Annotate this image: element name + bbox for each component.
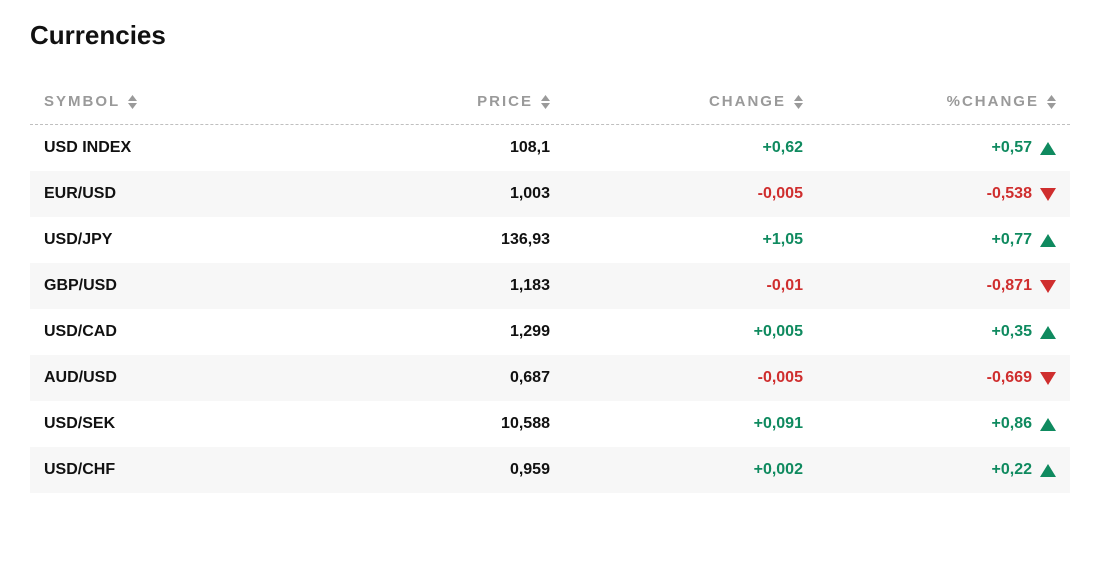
cell-price: 1,003: [327, 185, 550, 203]
arrow-up-icon: [1040, 234, 1056, 247]
page-title: Currencies: [30, 20, 1070, 51]
cell-symbol: AUD/USD: [44, 369, 327, 387]
arrow-down-icon: [1040, 372, 1056, 385]
cell-change: -0,01: [550, 277, 803, 295]
arrow-up-icon: [1040, 418, 1056, 431]
cell-price: 1,183: [327, 277, 550, 295]
cell-pchange: +0,77: [803, 231, 1056, 249]
sort-icon: [541, 95, 550, 109]
pchange-value: -0,669: [987, 369, 1032, 387]
cell-pchange: -0,669: [803, 369, 1056, 387]
cell-price: 136,93: [327, 231, 550, 249]
cell-change: +1,05: [550, 231, 803, 249]
table-row[interactable]: USD/SEK10,588+0,091 +0,86: [30, 401, 1070, 447]
cell-symbol: USD/CAD: [44, 323, 327, 341]
table-body: USD INDEX108,1+0,62+0,57EUR/USD1,003-0,0…: [30, 125, 1070, 493]
arrow-up-icon: [1040, 142, 1056, 155]
cell-price: 1,299: [327, 323, 550, 341]
cell-change: -0,005: [550, 369, 803, 387]
cell-pchange: +0,22: [803, 461, 1056, 479]
table-row[interactable]: EUR/USD1,003-0,005 -0,538: [30, 171, 1070, 217]
table-row[interactable]: AUD/USD0,687-0,005 -0,669: [30, 355, 1070, 401]
sort-icon: [794, 95, 803, 109]
cell-pchange: +0,35: [803, 323, 1056, 341]
column-header-pchange[interactable]: %CHANGE: [803, 93, 1056, 110]
cell-symbol: GBP/USD: [44, 277, 327, 295]
column-header-change[interactable]: CHANGE: [550, 93, 803, 110]
table-row[interactable]: USD/CHF0,959+0,002 +0,22: [30, 447, 1070, 493]
arrow-up-icon: [1040, 326, 1056, 339]
arrow-up-icon: [1040, 464, 1056, 477]
currencies-table: SYMBOL PRICE CHANGE %CHANGE: [30, 83, 1070, 493]
cell-price: 10,588: [327, 415, 550, 433]
column-header-price[interactable]: PRICE: [327, 93, 550, 110]
table-row[interactable]: GBP/USD1,183-0,01 -0,871: [30, 263, 1070, 309]
pchange-value: +0,77: [992, 231, 1032, 249]
column-header-label: SYMBOL: [44, 93, 120, 110]
cell-pchange: -0,871: [803, 277, 1056, 295]
cell-price: 0,959: [327, 461, 550, 479]
table-row[interactable]: USD INDEX108,1+0,62 +0,57: [30, 125, 1070, 171]
arrow-down-icon: [1040, 280, 1056, 293]
column-header-symbol[interactable]: SYMBOL: [44, 93, 327, 110]
pchange-value: +0,22: [992, 461, 1032, 479]
table-row[interactable]: USD/CAD1,299+0,005 +0,35: [30, 309, 1070, 355]
cell-symbol: EUR/USD: [44, 185, 327, 203]
cell-pchange: +0,86: [803, 415, 1056, 433]
pchange-value: +0,57: [992, 139, 1032, 157]
pchange-value: -0,538: [987, 185, 1032, 203]
sort-icon: [128, 95, 137, 109]
cell-change: -0,005: [550, 185, 803, 203]
pchange-value: +0,86: [992, 415, 1032, 433]
cell-symbol: USD/CHF: [44, 461, 327, 479]
column-header-label: %CHANGE: [947, 93, 1039, 110]
cell-pchange: -0,538: [803, 185, 1056, 203]
cell-symbol: USD/JPY: [44, 231, 327, 249]
sort-icon: [1047, 95, 1056, 109]
cell-price: 0,687: [327, 369, 550, 387]
table-header-row: SYMBOL PRICE CHANGE %CHANGE: [30, 83, 1070, 125]
cell-change: +0,62: [550, 139, 803, 157]
cell-change: +0,091: [550, 415, 803, 433]
cell-change: +0,002: [550, 461, 803, 479]
arrow-down-icon: [1040, 188, 1056, 201]
cell-symbol: USD/SEK: [44, 415, 327, 433]
cell-pchange: +0,57: [803, 139, 1056, 157]
pchange-value: +0,35: [992, 323, 1032, 341]
cell-price: 108,1: [327, 139, 550, 157]
cell-change: +0,005: [550, 323, 803, 341]
column-header-label: CHANGE: [709, 93, 786, 110]
cell-symbol: USD INDEX: [44, 139, 327, 157]
column-header-label: PRICE: [477, 93, 533, 110]
pchange-value: -0,871: [987, 277, 1032, 295]
table-row[interactable]: USD/JPY136,93+1,05 +0,77: [30, 217, 1070, 263]
